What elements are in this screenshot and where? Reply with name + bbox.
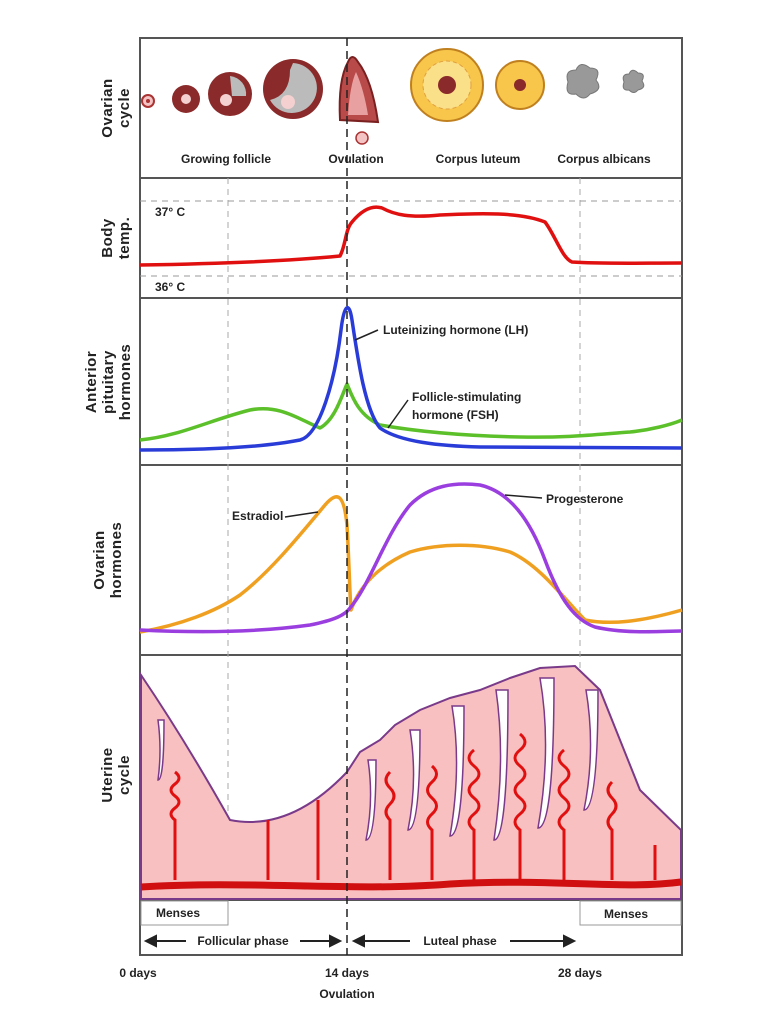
leader-line [504, 494, 543, 499]
row-label-line: cycle [116, 755, 133, 795]
basal-vessel [140, 878, 682, 891]
menses-box [140, 900, 229, 926]
arrow-head [329, 934, 343, 948]
stage-label: Corpus albicans [557, 152, 651, 166]
panel-body-temp [139, 177, 683, 299]
vessel [384, 770, 396, 880]
stage-label: Corpus luteum [436, 152, 521, 166]
row-label-line: pituitary [100, 350, 117, 414]
gland [537, 677, 555, 829]
released-oocyte [355, 131, 369, 145]
gland [449, 705, 465, 837]
temp-label: 37° C [155, 205, 185, 219]
menses-label: Menses [156, 906, 200, 920]
vessel [557, 748, 571, 880]
menses-box [579, 900, 682, 926]
corpus-luteum-core [438, 76, 456, 94]
temp-label: 36° C [155, 280, 185, 294]
corpus-luteum-core [514, 79, 526, 91]
vessel [467, 748, 481, 880]
row-label: Ovarianhormones [91, 522, 125, 599]
gland [365, 759, 377, 841]
day-label: 28 days [558, 966, 602, 980]
estradiol-curve [139, 495, 683, 634]
progesterone-curve [139, 482, 683, 634]
ovulation-label: Ovulation [319, 987, 374, 1001]
estradiol-label: Estradiol [232, 509, 283, 523]
row-label-line: hormones [117, 344, 134, 421]
vessel [513, 732, 527, 880]
row-label-line: Uterine [99, 747, 116, 802]
endometrium [140, 664, 682, 900]
oocyte [220, 94, 232, 106]
fsh-label-line: hormone (FSH) [412, 408, 499, 422]
lh-curve [139, 306, 683, 452]
gland [583, 689, 599, 811]
row-label-line: cycle [116, 88, 133, 128]
vessels [169, 732, 657, 880]
oocyte [146, 99, 150, 103]
antrum [230, 76, 247, 96]
row-label-line: hormones [108, 522, 125, 599]
row-label-line: Anterior [83, 351, 100, 413]
oocyte [281, 95, 295, 109]
follicles [141, 48, 645, 145]
row-label-line: Body [99, 218, 116, 258]
row-label: Uterinecycle [99, 747, 133, 802]
gland [493, 689, 509, 841]
leader-line [387, 399, 409, 429]
row-label-line: Ovarian [99, 78, 116, 137]
lh-label: Luteinizing hormone (LH) [383, 323, 528, 337]
row-label: Bodytemp. [99, 217, 133, 260]
vessel [426, 764, 438, 880]
fsh-label: Follicle-stimulating hormone (FSH) [412, 390, 521, 422]
stage-label: Growing follicle [181, 152, 271, 166]
progesterone-label: Progesterone [546, 492, 624, 506]
arrow-head [351, 934, 365, 948]
phase-label: Follicular phase [197, 934, 289, 948]
gland [157, 719, 165, 781]
stage-label: Ovulation [328, 152, 383, 166]
phase-label: Luteal phase [423, 934, 497, 948]
vessel [169, 770, 181, 880]
fsh-curve [139, 382, 683, 442]
ruptured-follicle-inner [348, 72, 368, 115]
oocyte [181, 94, 191, 104]
menses-label: Menses [604, 907, 648, 921]
day-label: 14 days [325, 966, 369, 980]
temperature-curve [139, 205, 683, 267]
corpus-albicans [566, 64, 600, 99]
row-label-line: Ovarian [91, 530, 108, 589]
fsh-label-line: Follicle-stimulating [412, 390, 521, 404]
arrow-head [563, 934, 577, 948]
glands [157, 677, 599, 841]
phase-arrows [143, 934, 577, 948]
arrow-head [143, 934, 157, 948]
row-label: Anteriorpituitaryhormones [83, 344, 134, 421]
vessel [606, 780, 618, 880]
leader-line [284, 511, 319, 518]
corpus-albicans [622, 69, 645, 93]
leader-line [354, 329, 379, 341]
gland [407, 729, 421, 831]
row-label: Ovariancycle [99, 78, 133, 137]
row-label-line: temp. [116, 217, 133, 260]
day-label: 0 days [119, 966, 157, 980]
